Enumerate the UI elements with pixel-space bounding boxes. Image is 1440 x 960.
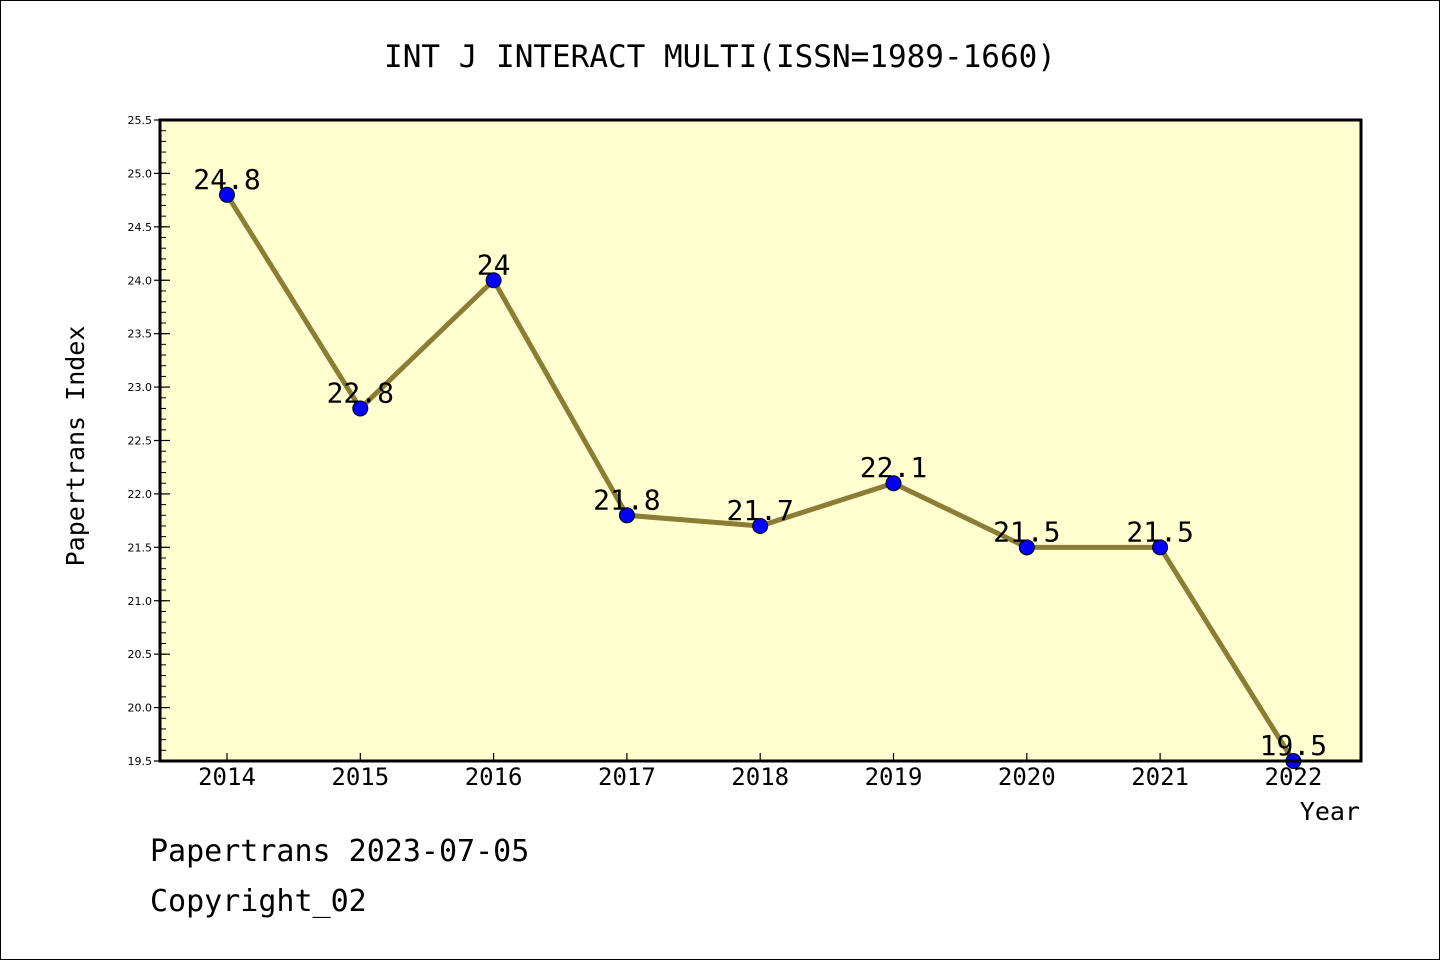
x-tick-label: 2017: [598, 763, 656, 791]
y-tick-label: 22.5: [128, 435, 153, 448]
data-label: 21.5: [1126, 515, 1193, 548]
y-tick-labels: 19.5 20.0 20.5 21.0 21.5 22.0 22.5 23.0 23.5 24.0…: [128, 114, 153, 768]
y-tick-label: 23.0: [128, 381, 153, 394]
data-label: 21.7: [726, 494, 793, 527]
data-point: [885, 475, 902, 492]
y-tick-label: 23.5: [128, 328, 153, 341]
y-tick-label: 22.0: [128, 488, 153, 501]
chart-title: INT J INTERACT MULTI(ISSN=1989-1660): [384, 39, 1056, 75]
data-point: [219, 186, 235, 203]
x-tick-label: 2014: [198, 763, 256, 791]
y-tick-label: 25.0: [128, 167, 153, 180]
x-tick-label: 2019: [865, 763, 923, 791]
y-tick-label: 24.5: [128, 221, 153, 234]
x-tick-label: 2018: [731, 763, 789, 791]
data-point: [618, 507, 635, 524]
data-label: 22.1: [860, 451, 927, 484]
x-tick-label: 2016: [465, 763, 523, 791]
data-label: 21.5: [993, 515, 1060, 548]
plot-area: [160, 120, 1361, 761]
data-label: 24: [477, 248, 511, 281]
y-axis-label: Papertrans Index: [61, 326, 90, 567]
data-point: [1018, 539, 1035, 556]
x-tick-labels: 2014 2015 2016 2017 2018 2019 2020 2021 2022: [198, 763, 1322, 791]
data-label: 22.8: [327, 376, 394, 409]
data-label: 21.8: [593, 483, 660, 516]
y-tick-label: 20.0: [128, 702, 153, 715]
y-tick-label: 21.5: [128, 541, 153, 554]
y-tick-label: 20.5: [128, 648, 153, 661]
y-tick-label: 25.5: [128, 114, 153, 127]
data-point: [352, 400, 369, 417]
data-point: [752, 517, 769, 534]
y-tick-label: 19.5: [128, 755, 153, 768]
footer-copyright: Copyright_02: [150, 884, 367, 919]
data-label: 24.8: [193, 163, 260, 196]
plot-border: [158, 118, 1363, 763]
data-labels: 24.8 22.8 24 21.8 21.7 22.1 21.5 21.5 19.5: [193, 163, 1327, 762]
x-axis-label: Year: [1300, 797, 1360, 826]
footer-source: Papertrans 2023-07-05: [150, 834, 530, 869]
x-tick-label: 2020: [998, 763, 1056, 791]
data-point: [485, 272, 502, 289]
y-tick-label: 24.0: [128, 274, 153, 287]
series-markers: [219, 186, 1302, 769]
y-tick-label: 21.0: [128, 595, 153, 608]
data-label: 19.5: [1260, 729, 1327, 762]
data-point: [1152, 539, 1169, 556]
x-tick-label: 2015: [331, 763, 389, 791]
x-tick-label: 2021: [1131, 763, 1189, 791]
